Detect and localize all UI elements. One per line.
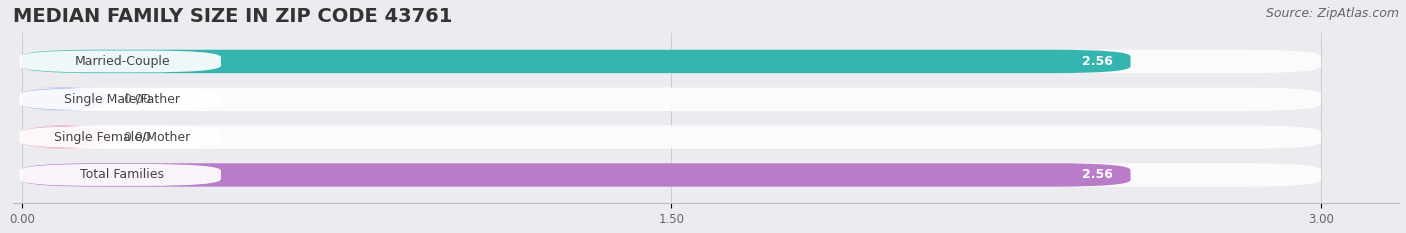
FancyBboxPatch shape [21, 50, 1130, 73]
Text: 2.56: 2.56 [1083, 55, 1114, 68]
FancyBboxPatch shape [21, 50, 1322, 73]
Text: 2.56: 2.56 [1083, 168, 1114, 182]
FancyBboxPatch shape [21, 88, 107, 111]
Text: 0.00: 0.00 [124, 131, 152, 144]
FancyBboxPatch shape [20, 164, 221, 186]
FancyBboxPatch shape [21, 125, 1322, 149]
Text: 0.00: 0.00 [124, 93, 152, 106]
Text: Source: ZipAtlas.com: Source: ZipAtlas.com [1265, 7, 1399, 20]
FancyBboxPatch shape [21, 163, 1322, 187]
Text: Total Families: Total Families [80, 168, 165, 182]
FancyBboxPatch shape [21, 163, 1130, 187]
FancyBboxPatch shape [21, 88, 1322, 111]
FancyBboxPatch shape [20, 88, 221, 110]
Text: Single Male/Father: Single Male/Father [65, 93, 180, 106]
FancyBboxPatch shape [20, 126, 221, 148]
Text: MEDIAN FAMILY SIZE IN ZIP CODE 43761: MEDIAN FAMILY SIZE IN ZIP CODE 43761 [13, 7, 453, 26]
FancyBboxPatch shape [20, 51, 221, 72]
Text: Single Female/Mother: Single Female/Mother [55, 131, 191, 144]
FancyBboxPatch shape [21, 125, 107, 149]
Text: Married-Couple: Married-Couple [75, 55, 170, 68]
